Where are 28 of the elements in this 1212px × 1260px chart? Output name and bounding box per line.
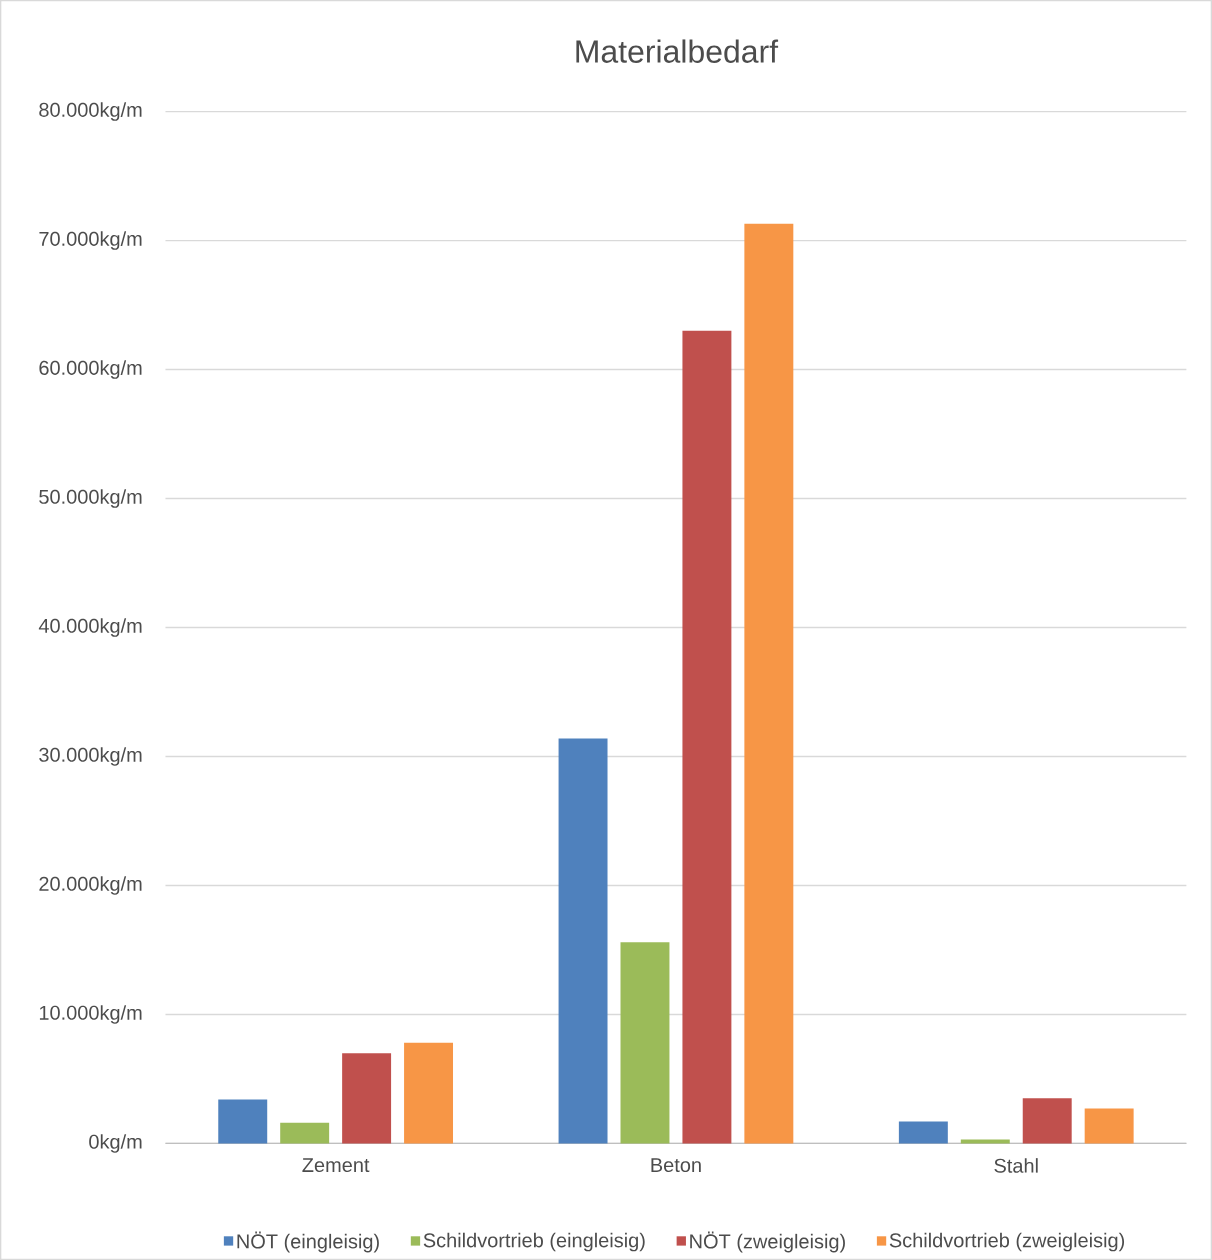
bar (558, 738, 608, 1144)
y-tick-label: 10.000kg/m (39, 1005, 142, 1024)
bar (898, 1121, 948, 1144)
y-tick-label: 30.000kg/m (39, 747, 142, 766)
bar (342, 1053, 392, 1144)
y-tick-label: 50.000kg/m (39, 489, 142, 508)
x-tick-label: Stahl (994, 1158, 1038, 1173)
y-tick-label: 60.000kg/m (39, 360, 142, 379)
bar (404, 1042, 453, 1144)
x-tick-label: Beton (651, 1158, 701, 1173)
bar (1084, 1108, 1134, 1144)
y-tick-label: 80.000kg/m (39, 102, 142, 121)
y-tick-label: 70.000kg/m (39, 231, 142, 250)
bar (218, 1099, 268, 1144)
y-tick-label: 40.000kg/m (38, 618, 142, 637)
x-tick-label: Zement (302, 1158, 370, 1173)
bar (1022, 1098, 1072, 1144)
y-tick-label: 0kg/m (89, 1134, 142, 1153)
legend-label: NÖT (zweigleisig) (690, 1231, 845, 1253)
bar (682, 330, 732, 1144)
legend-label: Schildvortrieb (eingleisig) (423, 1232, 645, 1252)
chart-title: Materialbedarf (576, 39, 779, 63)
bar (744, 223, 794, 1144)
bar (280, 1122, 330, 1144)
legend-label: NÖT (eingleisig) (237, 1231, 379, 1253)
y-tick-label: 20.000kg/m (39, 876, 142, 895)
legend-label: Schildvortrieb (zweigleisig) (889, 1232, 1125, 1252)
bar (620, 942, 670, 1144)
